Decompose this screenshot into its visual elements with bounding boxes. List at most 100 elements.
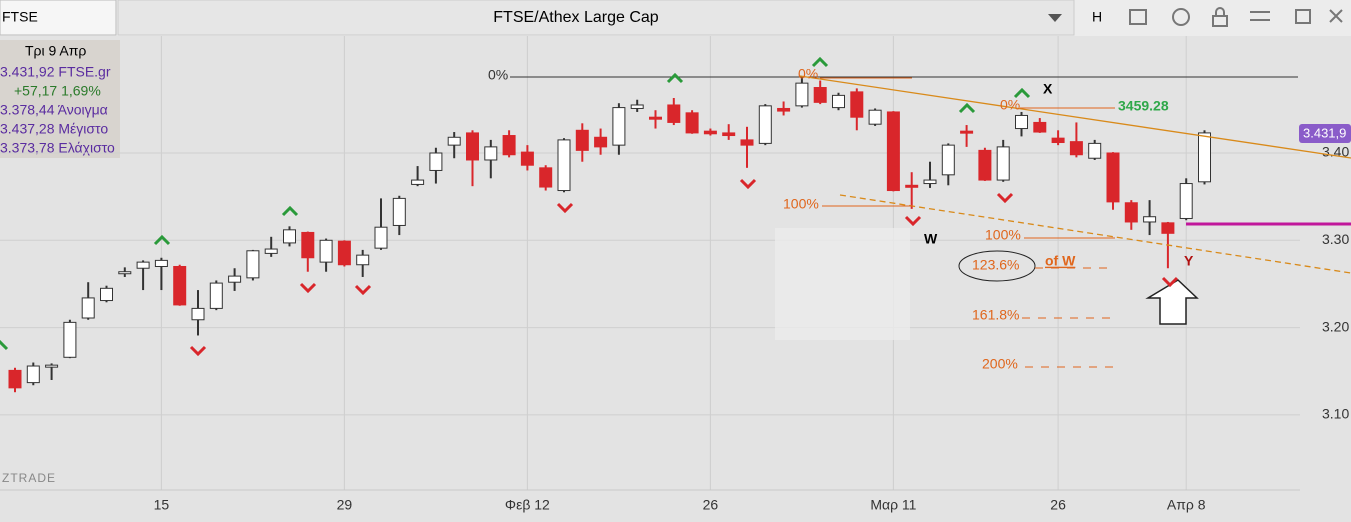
candle-body — [539, 167, 553, 188]
signal-up — [666, 72, 684, 84]
candle-body — [209, 282, 223, 309]
candle-body — [832, 94, 845, 109]
candle-body — [557, 139, 571, 192]
signal-up — [1013, 87, 1031, 99]
signal-down — [189, 345, 207, 357]
candle-body — [649, 116, 662, 120]
ellipse — [958, 250, 1036, 282]
erased-area — [775, 228, 910, 340]
fib-label: 0% — [798, 66, 818, 82]
candle-body — [447, 136, 461, 146]
fib-note: of W — [1045, 253, 1076, 269]
candle-body — [1124, 202, 1138, 223]
candle-body — [484, 146, 498, 161]
y-tick-label: 3.40 — [1322, 144, 1349, 160]
target-label: 3459.28 — [1118, 98, 1169, 114]
candle-body — [941, 144, 955, 176]
candle-body — [758, 105, 772, 144]
signal-up — [153, 234, 171, 246]
candle-body — [703, 130, 717, 135]
candle-body — [1088, 142, 1102, 159]
candle-body — [1015, 114, 1028, 130]
up-arrow — [1145, 279, 1199, 325]
signal-down — [354, 284, 372, 296]
candle-body — [978, 149, 992, 181]
candle-body — [100, 287, 113, 302]
candle-body — [777, 107, 791, 112]
signal-down — [739, 178, 757, 190]
y-tick-label: 3.10 — [1322, 406, 1349, 422]
candle-body — [1179, 183, 1193, 219]
candle-body — [191, 307, 205, 321]
h-button[interactable]: H — [1092, 9, 1102, 25]
candle-body — [374, 226, 388, 249]
candle-body — [886, 111, 900, 192]
candle-body — [813, 87, 827, 103]
candle-body — [45, 364, 59, 368]
dropdown[interactable] — [1048, 14, 1062, 22]
candle-body — [575, 129, 589, 151]
x-tick-label: 29 — [337, 497, 353, 513]
candle-body — [136, 261, 150, 269]
fib-label: 100% — [783, 196, 819, 212]
symbol[interactable]: FTSE — [2, 9, 38, 25]
info-date: Τρι 9 Απρ — [25, 43, 86, 59]
y-tick-label: 3.20 — [1322, 318, 1349, 334]
candle-body — [960, 130, 974, 134]
candle-body — [173, 265, 187, 306]
info-line: 3.373,78 Ελάχιστο — [0, 140, 115, 156]
candle-body — [301, 231, 315, 259]
signal-down — [904, 215, 922, 227]
candle-body — [850, 91, 864, 118]
candle-body — [905, 184, 919, 188]
fib-label: 161.8% — [972, 307, 1019, 323]
trend-line — [799, 75, 1351, 159]
zero-label: 0% — [488, 67, 508, 83]
signal-down — [1161, 276, 1179, 288]
wave-label: Y — [1184, 253, 1194, 269]
info-box — [0, 40, 120, 158]
signal-down — [996, 192, 1014, 204]
candle-body — [228, 275, 242, 283]
fib-label: 0% — [1000, 97, 1020, 113]
candle-body — [795, 82, 809, 107]
candle-body — [667, 104, 681, 123]
candle-body — [1051, 137, 1065, 144]
candle-body — [740, 139, 754, 146]
trend-line-dashed — [839, 194, 1351, 274]
x-tick-label: Απρ 8 — [1167, 497, 1206, 513]
info-line: 3.437,28 Μέγιστο — [0, 121, 108, 137]
fib-label: 123.6% — [972, 257, 1019, 273]
candle-body — [1198, 132, 1211, 183]
signal-up — [281, 205, 299, 217]
candle-body — [868, 109, 882, 125]
candle-body — [466, 132, 479, 161]
signal-up — [811, 56, 829, 68]
fib-label: 200% — [982, 356, 1018, 372]
x-tick-label: Φεβ 12 — [505, 497, 550, 513]
watermark: ZTRADE — [2, 471, 56, 485]
signal-up — [0, 339, 9, 351]
info-line: +57,17 1,69% — [14, 83, 101, 99]
candle-body — [63, 321, 77, 358]
chart-title: FTSE/Athex Large Cap — [493, 9, 659, 26]
x-tick-label: 26 — [1050, 497, 1066, 513]
candle-body — [154, 259, 168, 267]
candle-body — [246, 250, 260, 279]
candle-body — [264, 248, 278, 254]
signal-down — [556, 202, 574, 214]
candle-body — [283, 229, 296, 244]
price-tag — [1299, 124, 1351, 143]
candle-body — [630, 104, 644, 109]
candle-body — [502, 135, 516, 156]
x-tick-label: 26 — [703, 497, 719, 513]
toolbar-icons[interactable] — [1129, 7, 1343, 27]
candle-body — [996, 146, 1010, 181]
x-tick-label: 15 — [154, 497, 170, 513]
candle-body — [594, 136, 608, 148]
candle-body — [319, 239, 333, 263]
y-tick-label: 3.30 — [1322, 231, 1349, 247]
candle-body — [1106, 152, 1120, 203]
symbol-box[interactable] — [0, 0, 117, 36]
candle-body — [722, 132, 736, 137]
